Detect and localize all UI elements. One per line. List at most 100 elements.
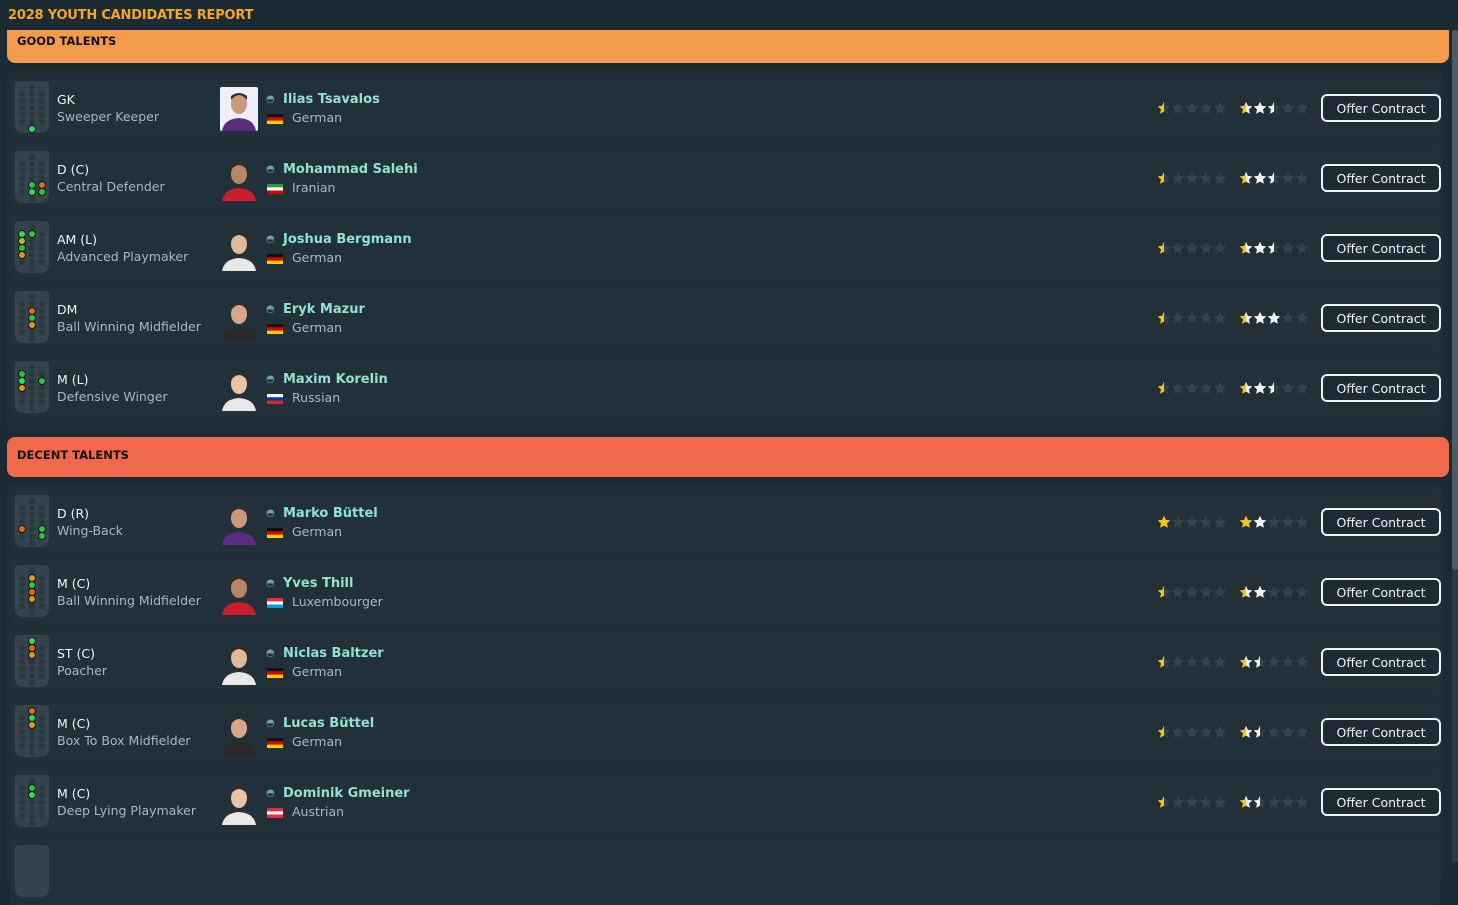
current-ability-stars [1157,381,1227,395]
player-name-link[interactable]: Ilias Tsavalos [283,92,380,107]
pitch-dot [29,533,35,539]
player-row[interactable]: M (C) Box To Box Midfielder ◓ Lucas Bütt… [10,699,1441,765]
scrollbar-thumb[interactable] [1452,30,1458,570]
player-row[interactable]: M (L) Defensive Winger ◓ Maxim Korelin R… [10,355,1441,421]
pitch-dot [39,322,45,328]
player-name-link[interactable]: Niclas Baltzer [283,646,384,661]
pitch-dot [29,729,35,735]
player-photo[interactable] [220,87,258,131]
player-photo[interactable] [220,227,258,271]
player-name-link[interactable]: Marko Büttel [283,506,378,521]
player-name-link[interactable]: Yves Thill [283,576,354,591]
pitch-dot [39,743,45,749]
star-icon [1171,381,1185,394]
section-header-good: GOOD TALENTS [7,30,1449,63]
pitch-dot [29,91,35,97]
player-photo[interactable] [220,157,258,201]
player-row[interactable]: ST (C) Poacher ◓ Niclas Baltzer German [10,629,1441,695]
star-icon [1267,241,1281,254]
star-icon [1171,585,1185,598]
star-icon [1281,311,1295,324]
player-photo[interactable] [220,571,258,615]
player-photo[interactable] [220,501,258,545]
star-icon [1171,515,1185,528]
person-icon: ◓ [266,648,275,659]
pitch-dot [29,238,35,244]
offer-contract-button[interactable]: Offer Contract [1321,304,1441,332]
player-row[interactable]: AM (L) Advanced Playmaker ◓ Joshua Bergm… [10,215,1441,281]
star-icon [1295,311,1309,324]
player-photo[interactable] [220,711,258,755]
star-icon [1281,795,1295,808]
player-photo[interactable] [220,297,258,341]
player-nationality: German [292,664,343,679]
player-row[interactable]: D (R) Wing-Back ◓ Marko Büttel German [10,489,1441,555]
player-nationality: German [292,524,343,539]
offer-contract-button[interactable]: Offer Contract [1321,94,1441,122]
current-ability-stars [1157,311,1227,325]
player-row-partial[interactable] [10,839,1440,905]
player-position: DM [57,302,78,317]
current-ability-stars [1157,725,1227,739]
star-icon [1267,795,1281,808]
offer-contract-button[interactable]: Offer Contract [1321,234,1441,262]
star-icon [1295,241,1309,254]
player-row[interactable]: M (C) Deep Lying Playmaker ◓ Dominik Gme… [10,769,1441,835]
pitch-dot [39,252,45,258]
good-talents-list: GK Sweeper Keeper ◓ Ilias Tsavalos Germa… [7,70,1443,432]
pitch-dot [39,175,45,181]
player-name-link[interactable]: Dominik Gmeiner [283,786,410,801]
pitch-dot [39,792,45,798]
player-row[interactable]: DM Ball Winning Midfielder ◓ Eryk Mazur … [10,285,1441,351]
pitch-dot [29,392,35,398]
player-name-link[interactable]: Mohammad Salehi [283,162,418,177]
pitch-dot [19,301,25,307]
pitch-dot [39,91,45,97]
pitch-dot [19,505,25,511]
offer-contract-button[interactable]: Offer Contract [1321,508,1441,536]
potential-ability-stars [1239,101,1309,115]
offer-contract-button[interactable]: Offer Contract [1321,718,1441,746]
star-icon [1281,655,1295,668]
star-icon [1253,381,1267,394]
star-icon [1239,241,1253,254]
player-row[interactable]: M (C) Ball Winning Midfielder ◓ Yves Thi… [10,559,1441,625]
player-name-link[interactable]: Lucas Büttel [283,716,375,731]
star-icon [1253,241,1267,254]
pitch-dot [19,259,25,265]
player-row[interactable]: D (C) Central Defender ◓ Mohammad Salehi… [10,145,1441,211]
offer-contract-button[interactable]: Offer Contract [1321,164,1441,192]
player-photo[interactable] [220,641,258,685]
player-photo[interactable] [220,367,258,411]
star-icon [1157,585,1171,598]
potential-ability-stars [1239,585,1309,599]
offer-contract-button[interactable]: Offer Contract [1321,648,1441,676]
player-name-link[interactable]: Eryk Mazur [283,302,365,317]
pitch-dot [29,673,35,679]
star-icon [1281,585,1295,598]
person-icon: ◓ [266,164,275,175]
star-icon [1199,585,1213,598]
pitch-dot [29,154,35,160]
player-name-link[interactable]: Maxim Korelin [283,372,388,387]
position-highlight [19,385,25,391]
person-icon: ◓ [266,788,275,799]
offer-contract-button[interactable]: Offer Contract [1321,374,1441,402]
star-icon [1213,655,1227,668]
pitch-dot [29,301,35,307]
player-name-link[interactable]: Joshua Bergmann [283,232,412,247]
player-row[interactable]: GK Sweeper Keeper ◓ Ilias Tsavalos Germa… [10,75,1441,141]
pitch-dot [19,119,25,125]
offer-contract-button[interactable]: Offer Contract [1321,788,1441,816]
player-photo[interactable] [220,781,258,825]
pitch-dot [19,645,25,651]
offer-contract-button[interactable]: Offer Contract [1321,578,1441,606]
position-highlight [29,708,35,714]
pitch-dot [29,505,35,511]
pitch-dot [29,540,35,546]
star-icon [1239,725,1253,738]
position-highlight [29,189,35,195]
pitch-dot [39,666,45,672]
pitch-dot [19,91,25,97]
star-icon [1171,725,1185,738]
